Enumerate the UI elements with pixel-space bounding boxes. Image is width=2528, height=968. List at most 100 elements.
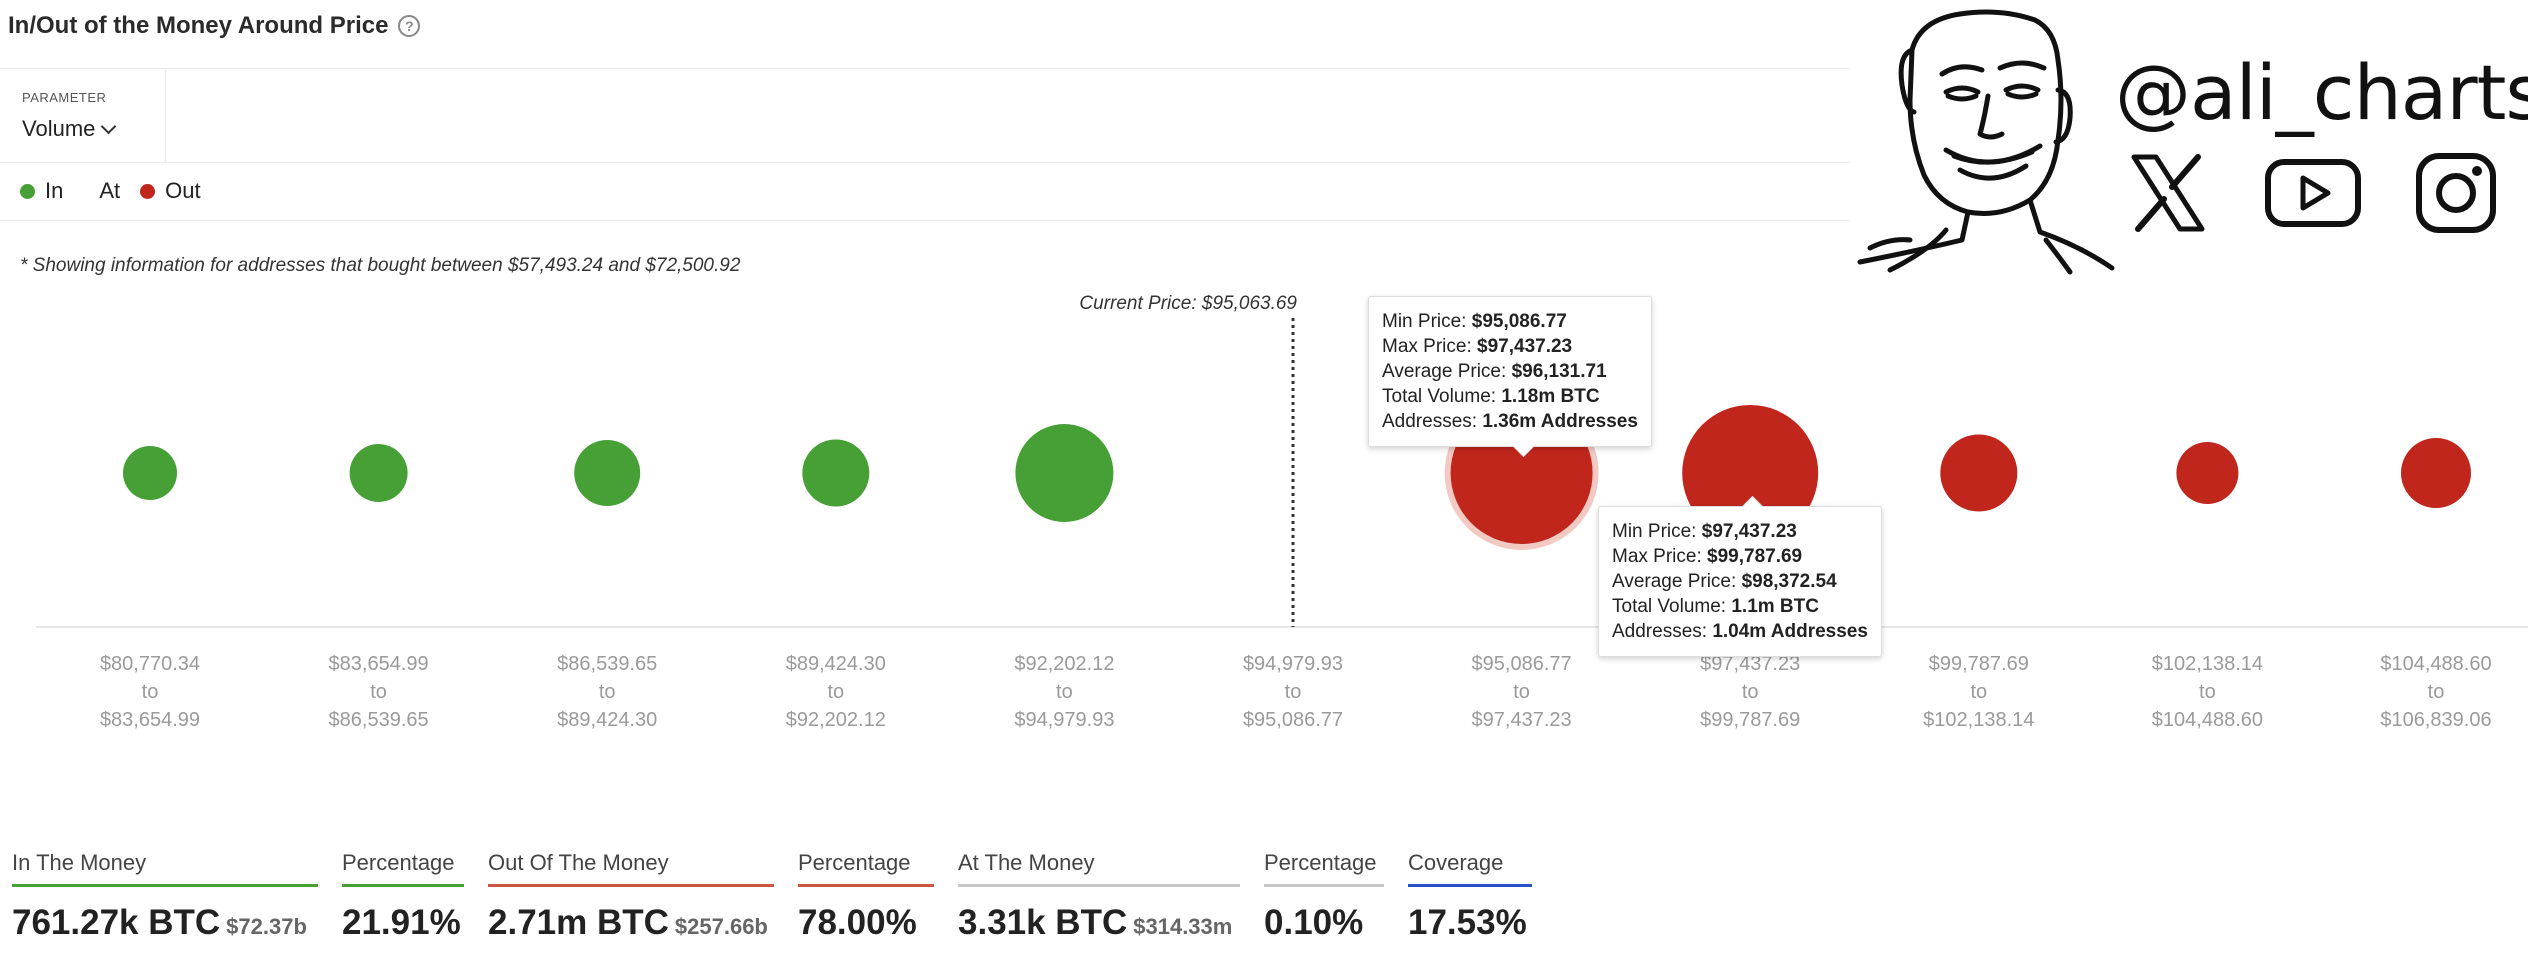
tick-label-from: $102,138.14 xyxy=(2152,653,2263,675)
stat-in-the-money: In The Money 761.27k BTC $72.37b xyxy=(12,850,318,943)
tick-label-from: $104,488.60 xyxy=(2380,653,2491,675)
tick-label-to-word: to xyxy=(142,681,159,703)
bubble-11 xyxy=(2401,438,2471,508)
bubble-4 xyxy=(802,439,870,507)
tooltip-volume: Total Volume: 1.18m BTC xyxy=(1382,386,1600,407)
parameter-bottom-divider xyxy=(0,162,1850,163)
legend: In At Out xyxy=(20,178,201,204)
tooltip-min: Min Price: $97,437.23 xyxy=(1612,521,1797,542)
tooltip-max: Max Price: $99,787.69 xyxy=(1612,546,1803,567)
tick-label-to-word: to xyxy=(1513,681,1530,703)
legend-bottom-divider xyxy=(0,220,1850,221)
legend-item-in[interactable]: In xyxy=(20,178,63,204)
tooltip-avg: Average Price: $96,131.71 xyxy=(1382,361,1607,382)
stat-underline xyxy=(12,884,318,887)
legend-dot-out xyxy=(140,183,156,199)
tooltip-bucket-7: Min Price: $95,086.77 Max Price: $97,437… xyxy=(1368,296,1652,458)
tooltip-volume: Total Volume: 1.1m BTC xyxy=(1612,596,1819,617)
stat-label: Percentage xyxy=(798,850,911,875)
legend-label-at: At xyxy=(99,178,121,203)
stat-value: 78.00% xyxy=(798,903,917,942)
bubble-9 xyxy=(1940,434,2018,512)
brand-handle: @ali_charts xyxy=(2115,48,2528,137)
tooltip-min: Min Price: $95,086.77 xyxy=(1382,311,1567,332)
tick-label-from: $80,770.34 xyxy=(100,653,200,675)
stat-value: 2.71m BTC $257.66b xyxy=(488,903,768,942)
legend-item-at[interactable]: At xyxy=(99,178,120,204)
stat-label: Percentage xyxy=(1264,850,1377,875)
tick-label-to-word: to xyxy=(1970,681,1987,703)
tick-label-to-word: to xyxy=(2428,681,2445,703)
tick-label-to: $97,437.23 xyxy=(1472,709,1572,731)
page-title: In/Out of the Money Around Price ? xyxy=(8,12,421,40)
tick-label-to-word: to xyxy=(1285,681,1302,703)
tooltip-addresses: Addresses: 1.36m Addresses xyxy=(1382,411,1638,432)
stat-at-percentage: Percentage 0.10% xyxy=(1264,850,1384,943)
tick-label-to-word: to xyxy=(1742,681,1759,703)
parameter-select[interactable]: Volume xyxy=(22,116,117,142)
stat-underline xyxy=(1264,884,1384,887)
tick-label-to-word: to xyxy=(599,681,616,703)
tick-label-to-word: to xyxy=(1056,681,1073,703)
page-title-text: In/Out of the Money Around Price xyxy=(8,12,389,39)
legend-label-out: Out xyxy=(165,178,201,203)
tick-label-to: $83,654.99 xyxy=(100,709,200,731)
instagram-icon[interactable] xyxy=(2415,152,2497,234)
bubble-10 xyxy=(2176,442,2239,504)
stat-label: At The Money xyxy=(958,850,1095,875)
cartoon-face-logo xyxy=(1857,9,2115,275)
stat-underline xyxy=(1408,884,1532,887)
stat-label: In The Money xyxy=(12,850,147,875)
legend-label-in: In xyxy=(45,178,64,203)
stat-underline xyxy=(342,884,464,887)
brand-watermark: @ali_charts xyxy=(1850,0,2528,280)
stat-value: 21.91% xyxy=(342,903,461,942)
stat-in-percentage: Percentage 21.91% xyxy=(342,850,464,943)
tick-label-to: $89,424.30 xyxy=(557,709,657,731)
stat-value: 0.10% xyxy=(1264,903,1364,942)
tooltip-max: Max Price: $97,437.23 xyxy=(1382,336,1573,357)
bubble-chart: Current Price: $95,063.69 $80,770.34 to $83… xyxy=(36,293,2528,731)
tick-label-to: $104,488.60 xyxy=(2152,709,2263,731)
tick-label-from: $95,086.77 xyxy=(1472,653,1572,675)
youtube-icon[interactable] xyxy=(2264,158,2362,228)
parameter-divider xyxy=(165,70,166,162)
stat-at-the-money: At The Money 3.31k BTC $314.33m xyxy=(958,850,1240,943)
tick-label-to-word: to xyxy=(2199,681,2216,703)
stat-underline xyxy=(958,884,1240,887)
tick-label-to: $106,839.06 xyxy=(2380,709,2491,731)
stat-label: Coverage xyxy=(1408,850,1504,875)
stat-value: 761.27k BTC $72.37b xyxy=(12,903,307,942)
tick-label-to: $99,787.69 xyxy=(1700,709,1800,731)
stat-underline xyxy=(488,884,774,887)
tooltip-avg: Average Price: $98,372.54 xyxy=(1612,571,1837,592)
tick-label-from: $99,787.69 xyxy=(1929,653,2029,675)
legend-item-out[interactable]: Out xyxy=(140,178,201,204)
legend-dot-in xyxy=(20,183,35,199)
parameter-label: PARAMETER xyxy=(22,90,107,105)
tick-label-to-word: to xyxy=(370,681,387,703)
tick-label-to: $95,086.77 xyxy=(1243,709,1343,731)
bubble-2 xyxy=(349,444,408,502)
stat-out-of-the-money: Out Of The Money 2.71m BTC $257.66b xyxy=(488,850,774,943)
x-icon[interactable] xyxy=(2128,153,2208,233)
stat-label: Percentage xyxy=(342,850,455,875)
tick-label-from: $86,539.65 xyxy=(557,653,657,675)
tooltip-bucket-8: Min Price: $97,437.23 Max Price: $99,787… xyxy=(1598,495,1882,657)
parameter-value: Volume xyxy=(22,116,96,141)
tick-label-from: $83,654.99 xyxy=(329,653,429,675)
bubble-1 xyxy=(123,446,177,500)
tick-label-from: $89,424.30 xyxy=(786,653,886,675)
tick-label-to-word: to xyxy=(827,681,844,703)
tick-label-to: $92,202.12 xyxy=(786,709,886,731)
tick-label-from: $92,202.12 xyxy=(1014,653,1114,675)
stat-underline xyxy=(798,884,934,887)
stat-coverage: Coverage 17.53% xyxy=(1408,850,1532,943)
header-divider xyxy=(0,68,1850,69)
stat-value: 3.31k BTC $314.33m xyxy=(958,903,1233,942)
bubble-3 xyxy=(574,440,641,506)
stat-label: Out Of The Money xyxy=(488,850,669,875)
tick-label-to: $86,539.65 xyxy=(329,709,429,731)
current-price-label: Current Price: $95,063.69 xyxy=(1079,293,1297,314)
help-icon[interactable]: ? xyxy=(398,15,421,37)
